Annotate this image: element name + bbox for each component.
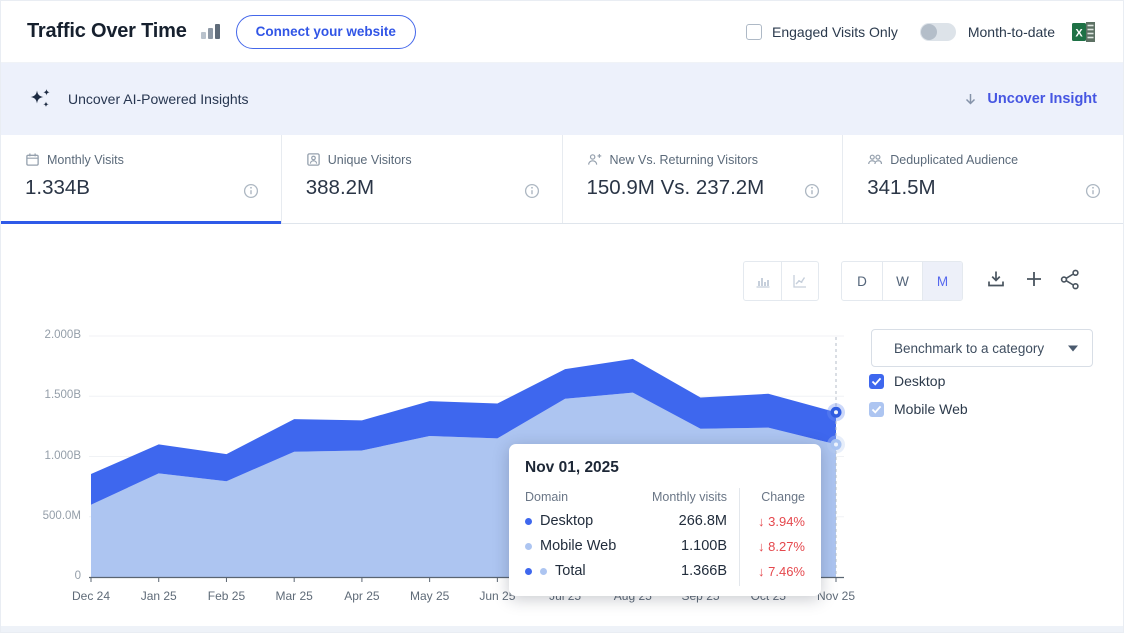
tooltip-visits: 1.100B [681, 538, 727, 554]
metric-value: 388.2M [305, 176, 375, 199]
uncover-insight-link[interactable]: Uncover Insight [987, 91, 1097, 107]
metric-label: Monthly Visits [47, 152, 124, 167]
x-axis-label: Jun 25 [479, 589, 516, 603]
tooltip-change: ↓ 8.27% [758, 538, 805, 554]
checkbox-checked-icon[interactable] [869, 373, 884, 389]
tooltip-change: ↓ 7.46% [758, 563, 805, 579]
line-chart-view-button[interactable] [781, 262, 818, 300]
tooltip-date: Nov 01, 2025 [525, 459, 619, 476]
y-axis-label: 0 [74, 570, 81, 582]
tooltip-change: ↓ 3.94% [758, 513, 805, 529]
legend-label: Mobile Web [894, 401, 968, 417]
y-axis-label: 2.000B [44, 329, 81, 341]
ai-insights-bar: Uncover AI-Powered Insights Uncover Insi… [1, 63, 1123, 135]
metric-cards-row: Monthly Visits 1.334B Unique Visitors 388.2… [1, 135, 1123, 224]
excel-export-icon[interactable]: X [1071, 21, 1097, 43]
month-to-date-toggle[interactable] [919, 22, 956, 41]
ai-insights-label: Uncover AI-Powered Insights [68, 91, 249, 107]
benchmark-placeholder: Benchmark to a category [894, 340, 1045, 356]
x-axis-label: Dec 24 [71, 589, 111, 603]
calendar-icon [25, 152, 40, 167]
page-title: Traffic Over Time [27, 20, 187, 42]
chart-type-toggle [743, 261, 819, 301]
x-axis-label: May 25 [409, 589, 450, 603]
granularity-d[interactable]: D [857, 273, 867, 289]
info-icon[interactable] [524, 183, 540, 199]
x-axis-label: Mar 25 [275, 589, 313, 603]
metric-value: 1.334B [25, 176, 90, 199]
tooltip-row-mobile-web: Mobile Web 1.100B ↓ 8.27% [525, 538, 805, 554]
legend-label: Desktop [894, 373, 946, 389]
new-returning-icon [587, 152, 603, 167]
tooltip-divider [739, 488, 740, 586]
plus-icon[interactable] [1023, 268, 1045, 290]
metric-card-monthly-visits[interactable]: Monthly Visits 1.334B [1, 135, 282, 224]
tooltip-col-visits: Monthly visits [651, 490, 727, 504]
series-dot-icon [525, 542, 532, 550]
metric-value: 341.5M [867, 176, 936, 199]
chart-tooltip: Nov 01, 2025 Domain Monthly visits Change … [509, 444, 821, 596]
checkbox-checked-icon[interactable] [869, 401, 884, 417]
info-icon[interactable] [804, 183, 820, 199]
y-axis-label: 500.0M [42, 509, 81, 522]
down-arrow-icon: ↓ [758, 538, 765, 554]
page-background-strip [1, 626, 1123, 632]
tooltip-visits: 266.8M [678, 513, 727, 529]
granularity-m[interactable]: M [922, 262, 962, 300]
download-icon[interactable] [985, 268, 1007, 290]
info-icon[interactable] [1085, 183, 1101, 199]
arrow-down-icon [963, 92, 978, 107]
down-arrow-icon: ↓ [758, 563, 765, 579]
share-icon[interactable] [1059, 268, 1082, 291]
toggle-knob [920, 23, 937, 40]
metric-card-new-vs-returning-visitors[interactable]: New Vs. Returning Visitors 150.9M Vs. 237… [563, 135, 844, 223]
legend-desktop[interactable]: Desktop [869, 373, 945, 389]
svg-text:X: X [1075, 27, 1083, 39]
bar-chart-view-button[interactable] [744, 262, 781, 300]
x-axis-label: Apr 25 [344, 589, 380, 603]
metric-card-deduplicated-audience[interactable]: Deduplicated Audience 341.5M [843, 135, 1123, 223]
tooltip-row-desktop: Desktop 266.8M ↓ 3.94% [525, 513, 805, 529]
tooltip-row-total: Total 1.366B ↓ 7.46% [525, 563, 805, 579]
connect-website-button[interactable]: Connect your website [235, 14, 416, 49]
x-axis-label: Feb 25 [207, 589, 246, 603]
x-axis-label: Jan 25 [140, 589, 177, 603]
header: Traffic Over Time Connect your website E… [1, 1, 1123, 63]
metric-label: Unique Visitors [327, 152, 412, 167]
series-dot-icon [525, 567, 532, 575]
down-arrow-icon: ↓ [758, 513, 765, 529]
tooltip-col-change: Change [761, 490, 805, 504]
metric-label: Deduplicated Audience [890, 152, 1019, 167]
line-chart-icon [791, 272, 809, 290]
caret-down-icon [1068, 345, 1078, 352]
y-axis-label: 1.000B [44, 449, 81, 462]
benchmark-category-select[interactable]: Benchmark to a category [871, 329, 1093, 367]
bar-chart-icon [754, 272, 772, 290]
engaged-visits-label: Engaged Visits Only [772, 23, 898, 40]
mini-bar-chart-icon [200, 24, 220, 39]
x-axis-label: Nov 25 [816, 589, 856, 603]
tooltip-visits: 1.366B [681, 563, 727, 579]
series-dot-icon [540, 567, 547, 575]
series-dot-icon [525, 517, 532, 525]
metric-value: 150.9M Vs. 237.2M [586, 176, 765, 199]
unique-visitors-icon [306, 152, 321, 167]
y-axis-label: 1.500B [44, 389, 81, 402]
tooltip-columns: Domain Monthly visits Change [525, 490, 805, 504]
tooltip-domain: Total [555, 563, 586, 579]
granularity-w[interactable]: W [882, 262, 922, 300]
engaged-visits-checkbox[interactable] [746, 23, 762, 40]
tooltip-domain: Desktop [540, 513, 594, 529]
sparkles-icon [27, 86, 53, 112]
info-icon[interactable] [243, 183, 259, 199]
metric-card-unique-visitors[interactable]: Unique Visitors 388.2M [282, 135, 563, 223]
metric-label: New Vs. Returning Visitors [609, 152, 758, 167]
month-to-date-label: Month-to-date [967, 23, 1055, 40]
tooltip-domain: Mobile Web [540, 538, 617, 554]
legend-mobile-web[interactable]: Mobile Web [869, 401, 968, 417]
tooltip-col-domain: Domain [525, 490, 569, 504]
audience-icon [867, 152, 883, 167]
